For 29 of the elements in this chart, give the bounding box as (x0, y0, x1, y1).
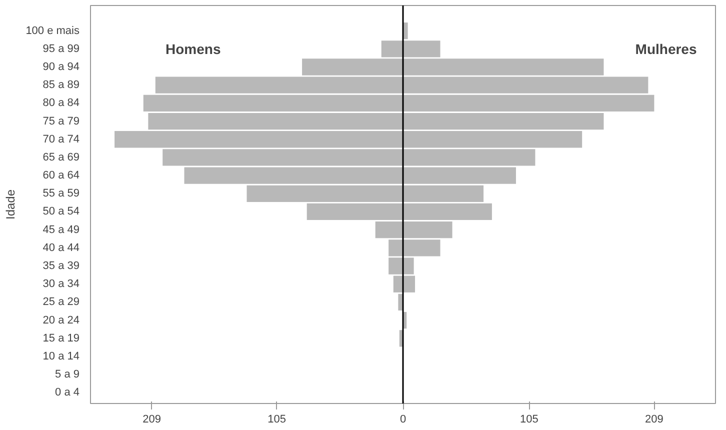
y-tick-label: 65 a 69 (42, 151, 80, 164)
x-tick-label: 209 (142, 414, 161, 426)
y-axis-title: Idade (4, 189, 18, 220)
y-tick-label: 5 a 9 (55, 368, 80, 381)
series-label: Homens (166, 40, 221, 57)
y-tick-label: 95 a 99 (42, 42, 80, 55)
series-label: Mulheres (635, 40, 697, 57)
x-tick-label: 105 (268, 414, 286, 426)
x-tick-label: 0 (400, 414, 406, 426)
y-tick-label: 20 a 24 (42, 314, 80, 326)
y-tick-label: 70 a 74 (42, 133, 80, 146)
y-tick-label: 15 a 19 (42, 332, 80, 344)
y-tick-label: 80 a 84 (42, 97, 80, 110)
y-tick-label: 85 a 89 (42, 79, 80, 92)
x-tick-label: 105 (520, 414, 538, 426)
y-tick-label: 30 a 34 (42, 278, 80, 290)
y-tick-label: 55 a 59 (42, 188, 80, 200)
y-tick-label: 100 e mais (26, 24, 80, 37)
y-tick-label: 10 a 14 (42, 350, 80, 362)
y-tick-label: 35 a 39 (42, 260, 80, 272)
y-tick-label: 45 a 49 (42, 224, 80, 236)
y-tick-label: 0 a 4 (55, 386, 80, 399)
y-tick-label: 60 a 64 (42, 170, 80, 182)
y-tick-label: 90 a 94 (42, 61, 80, 74)
y-tick-label: 40 a 44 (42, 242, 80, 254)
y-tick-label: 75 a 79 (42, 115, 80, 128)
x-tick-label: 209 (645, 414, 664, 426)
y-tick-label: 50 a 54 (42, 206, 80, 218)
y-tick-label: 25 a 29 (42, 296, 80, 308)
